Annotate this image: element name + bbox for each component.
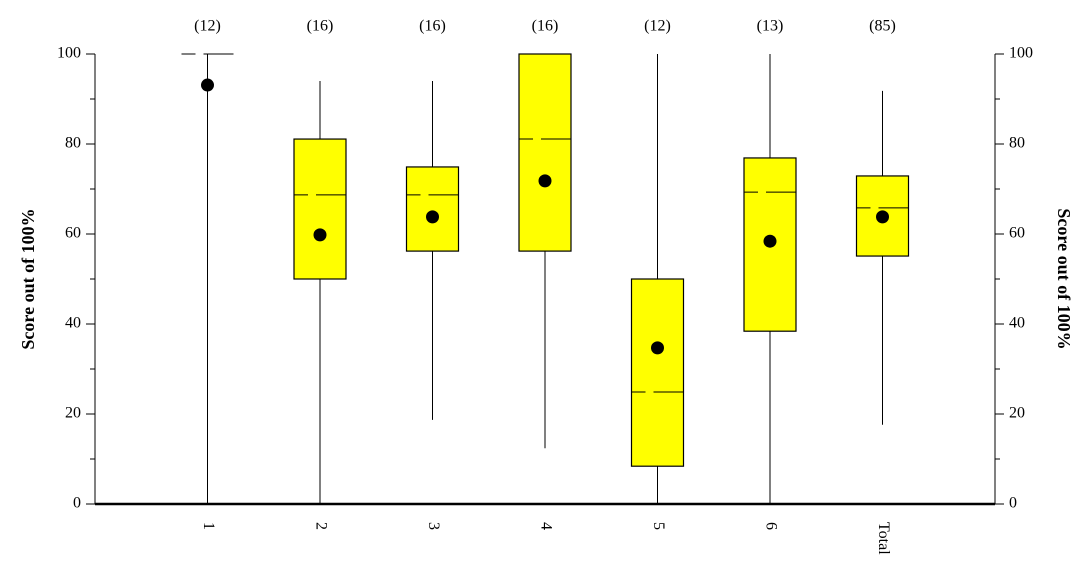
x-tick-label: 4 [537,522,554,530]
x-tick-label: 5 [650,522,667,530]
y-tick-label: 60 [65,225,81,242]
box [405,166,460,252]
count-label: (12) [644,18,671,35]
y2-tick-label: 20 [1009,405,1025,422]
y-tick-label: 80 [65,135,81,152]
x-tick-label: 6 [762,522,779,530]
box [293,138,347,280]
mean-dot [876,210,889,224]
y2-tick-label: 40 [1009,315,1025,332]
count-label: (12) [194,18,221,35]
x-tick-label: 2 [312,522,329,530]
x-tick-label: 1 [200,522,217,530]
count-label: (85) [869,18,896,35]
mean-dot [651,341,664,355]
mean-dot [538,174,552,188]
x-tick-label: 3 [425,522,442,530]
count-label: (16) [419,18,446,35]
x-tick-label: Total [875,522,892,555]
y2-tick-label: 100 [1009,45,1033,62]
y-tick-label: 100 [57,45,81,62]
count-label: (13) [757,18,784,35]
y2-tick-label: 80 [1009,135,1025,152]
mean-dot [763,234,777,248]
y-tick-label: 0 [73,495,81,512]
mean-dot [426,210,439,224]
y2-tick-label: 0 [1009,495,1017,512]
box [518,53,572,252]
y-tick-label: 20 [65,405,81,422]
y-axis-label: Score out of 100% [18,208,38,349]
y2-axis-label: Score out of 100% [1054,208,1074,349]
y-tick-label: 40 [65,315,81,332]
mean-dot [313,228,327,242]
count-label: (16) [532,18,559,35]
mean-dot [201,78,214,92]
count-label: (16) [307,18,334,35]
box [630,278,685,467]
y2-tick-label: 60 [1009,225,1025,242]
